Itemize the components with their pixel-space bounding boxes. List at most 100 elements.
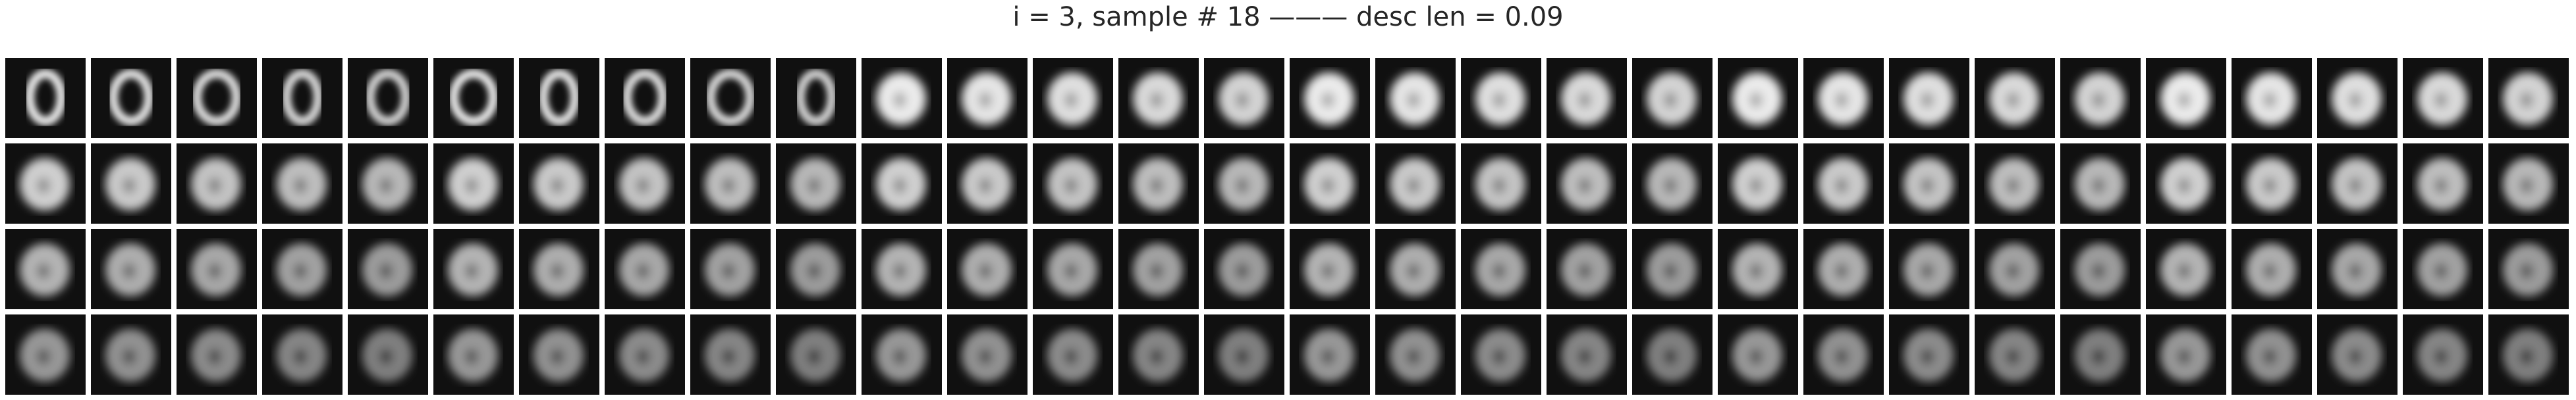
digit-image — [1732, 329, 1782, 382]
digit-image — [1304, 158, 1354, 211]
digit-image — [706, 69, 755, 126]
image-tile — [605, 143, 685, 224]
image-tile — [1803, 229, 1884, 309]
image-tile — [1975, 314, 2055, 395]
image-tile — [776, 143, 856, 224]
image-tile — [1718, 58, 1798, 138]
image-tile — [1461, 314, 1541, 395]
digit-image — [2075, 158, 2125, 211]
digit-image — [1219, 329, 1269, 382]
image-tile — [1632, 143, 1713, 224]
image-tile — [1290, 314, 1370, 395]
image-tile — [947, 143, 1028, 224]
digit-image — [1047, 243, 1097, 296]
digit-image — [1732, 243, 1782, 296]
image-tile — [1632, 58, 1713, 138]
digit-image — [2503, 329, 2553, 382]
image-tile — [1118, 314, 1199, 395]
digit-image — [2332, 329, 2382, 382]
figure-title: i = 3, sample # 18 ——— desc len = 0.09 — [1012, 2, 1564, 32]
image-tile — [1461, 58, 1541, 138]
image-tile — [1461, 229, 1541, 309]
image-tile — [1975, 58, 2055, 138]
digit-image — [1475, 329, 1525, 382]
digit-image — [1989, 329, 2039, 382]
image-tile — [1375, 229, 1456, 309]
image-tile — [2488, 58, 2569, 138]
image-tile — [2403, 229, 2483, 309]
image-tile — [1204, 58, 1284, 138]
image-tile — [2232, 58, 2312, 138]
digit-image — [619, 329, 669, 382]
digit-image — [1647, 329, 1697, 382]
digit-image — [2503, 158, 2553, 211]
digit-image — [2075, 329, 2125, 382]
digit-image — [105, 243, 155, 296]
image-tile — [1204, 143, 1284, 224]
digit-image — [2417, 72, 2467, 125]
digit-image — [1732, 72, 1782, 125]
image-tile — [947, 229, 1028, 309]
image-tile — [177, 229, 257, 309]
image-tile — [2317, 314, 2398, 395]
image-tile — [1547, 314, 1627, 395]
image-tile — [91, 314, 171, 395]
image-tile — [1118, 143, 1199, 224]
digit-image — [1475, 72, 1525, 125]
digit-image — [619, 243, 669, 296]
digit-image — [449, 69, 498, 126]
image-tile — [2232, 229, 2312, 309]
image-tile — [862, 58, 942, 138]
image-tile — [2232, 143, 2312, 224]
image-tile — [2317, 229, 2398, 309]
digit-image — [1133, 329, 1183, 382]
digit-image — [20, 329, 70, 382]
image-tile — [1718, 143, 1798, 224]
image-tile — [1547, 143, 1627, 224]
image-tile — [690, 314, 771, 395]
image-tile — [177, 58, 257, 138]
image-tile — [262, 314, 343, 395]
image-tile — [2060, 314, 2141, 395]
image-tile — [177, 143, 257, 224]
digit-image — [277, 329, 327, 382]
image-tile — [348, 143, 428, 224]
digit-image — [1561, 243, 1611, 296]
digit-image — [1475, 158, 1525, 211]
digit-image — [2075, 243, 2125, 296]
image-tile — [776, 314, 856, 395]
image-tile — [776, 229, 856, 309]
digit-image — [1561, 72, 1611, 125]
image-tile — [2146, 229, 2226, 309]
image-tile — [1118, 229, 1199, 309]
image-tile — [1033, 58, 1113, 138]
digit-image — [705, 158, 755, 211]
image-tile — [1204, 229, 1284, 309]
image-tile — [519, 143, 599, 224]
digit-image — [277, 243, 327, 296]
digit-image — [1818, 243, 1868, 296]
digit-image — [790, 158, 840, 211]
image-tile — [947, 58, 1028, 138]
digit-image — [1219, 158, 1269, 211]
digit-image — [1904, 72, 1954, 125]
digit-image — [109, 69, 153, 126]
digit-image — [962, 329, 1012, 382]
image-tile — [1547, 58, 1627, 138]
digit-image — [2417, 329, 2467, 382]
image-tile — [2060, 229, 2141, 309]
digit-image — [25, 69, 66, 126]
digit-image — [705, 243, 755, 296]
digit-image — [362, 329, 412, 382]
image-tile — [91, 58, 171, 138]
image-tile — [5, 58, 86, 138]
digit-image — [2246, 72, 2296, 125]
image-tile — [1975, 229, 2055, 309]
image-tile — [862, 229, 942, 309]
digit-image — [105, 158, 155, 211]
digit-image — [790, 243, 840, 296]
digit-image — [362, 243, 412, 296]
digit-image — [1390, 72, 1440, 125]
image-tile — [605, 229, 685, 309]
digit-image — [962, 72, 1012, 125]
